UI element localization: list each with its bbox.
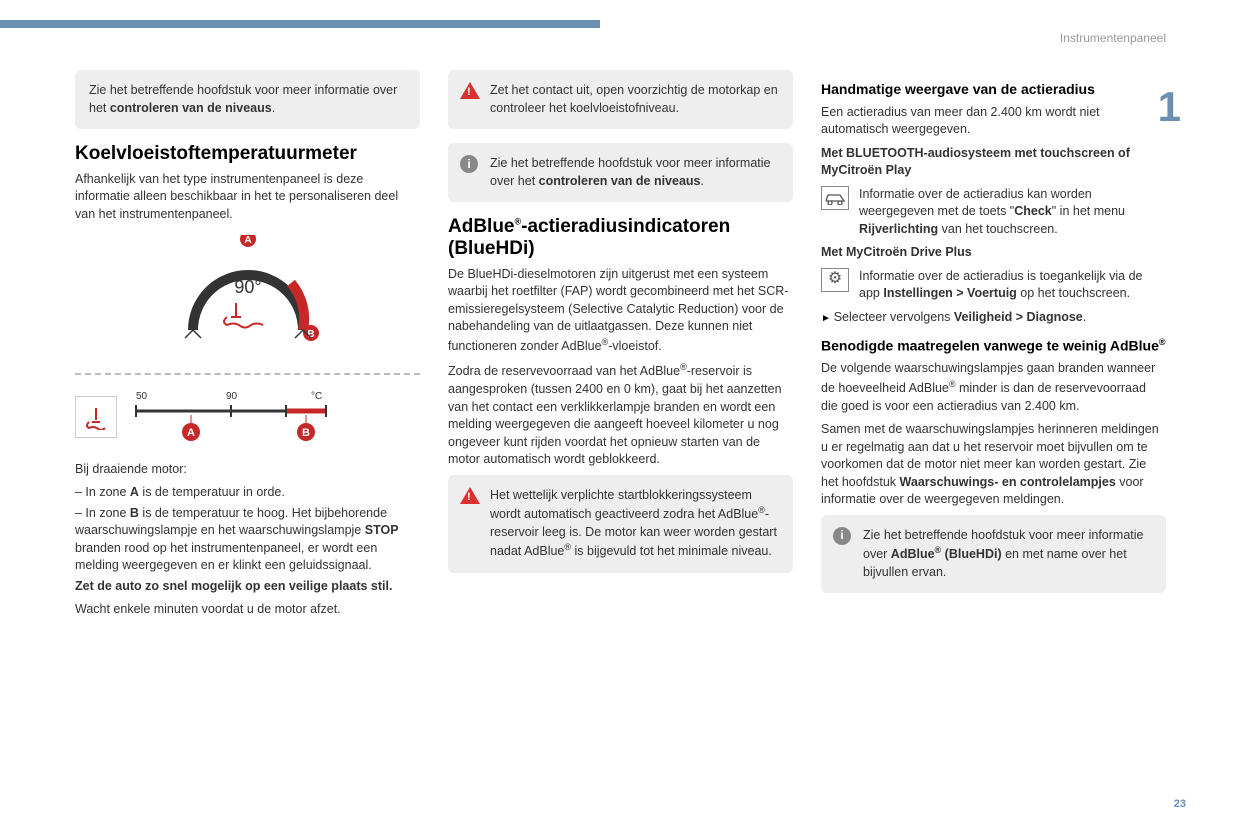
svg-text:B: B bbox=[302, 427, 310, 439]
wait-text: Wacht enkele minuten voordat u de motor … bbox=[75, 601, 420, 619]
warning-icon bbox=[460, 82, 480, 102]
box-text-bold: controleren van de niveaus bbox=[110, 101, 272, 115]
svg-text:90: 90 bbox=[226, 391, 238, 402]
manual-range-title: Handmatige weergave van de actieradius bbox=[821, 80, 1166, 100]
adblue-title: AdBlue®-actieradiusindicatoren (BlueHDi) bbox=[448, 216, 793, 260]
svg-text:50: 50 bbox=[136, 391, 148, 402]
bluetooth-heading: Met BLUETOOTH-audiosysteem met touchscre… bbox=[821, 145, 1166, 180]
info-box-levels2: i Zie het betreffende hoofdstuk voor mee… bbox=[448, 143, 793, 202]
measures-p2: Samen met de waarschuwingslampjes herinn… bbox=[821, 421, 1166, 509]
gauge-center-text: 90° bbox=[234, 277, 261, 297]
column-3: Handmatige weergave van de actieradius E… bbox=[821, 70, 1166, 625]
gear-icon-line: ⚙ Informatie over de actieradius is toeg… bbox=[821, 268, 1166, 303]
warn-box-text: Zet het contact uit, open voorzichtig de… bbox=[490, 83, 778, 115]
header-section-label: Instrumentenpaneel bbox=[1060, 30, 1166, 47]
info-icon: i bbox=[460, 155, 480, 175]
column-1: Zie het betreffende hoofdstuk voor meer … bbox=[75, 70, 420, 625]
manual-range-p: Een actieradius van meer dan 2.400 km wo… bbox=[821, 104, 1166, 139]
circular-gauge: 90° A B bbox=[75, 235, 420, 360]
dashed-separator bbox=[75, 373, 420, 375]
column-2: Zet het contact uit, open voorzichtig de… bbox=[448, 70, 793, 625]
page-number: 23 bbox=[1174, 797, 1186, 812]
car-icon bbox=[821, 186, 849, 210]
box-text-after: . bbox=[272, 101, 275, 115]
info-icon: i bbox=[833, 527, 853, 547]
gear-icon: ⚙ bbox=[821, 268, 849, 292]
zone-a-line: – In zone A is de temperatuur in orde. bbox=[75, 484, 420, 502]
coolant-title: Koelvloeistoftemperatuur­meter bbox=[75, 143, 420, 165]
info-box-levels: Zie het betreffende hoofdstuk voor meer … bbox=[75, 70, 420, 129]
driveplus-heading: Met MyCitroën Drive Plus bbox=[821, 244, 1166, 262]
stop-bold: Zet de auto zo snel mogelijk op een veil… bbox=[75, 578, 420, 596]
svg-text:A: A bbox=[244, 235, 251, 246]
coolant-intro: Afhankelijk van het type instrumentenpan… bbox=[75, 171, 420, 224]
temp-icon-box bbox=[75, 396, 117, 438]
warn-box-contact: Zet het contact uit, open voorzichtig de… bbox=[448, 70, 793, 129]
svg-text:°C: °C bbox=[311, 391, 322, 402]
car-icon-line: Informatie over de actieradius kan worde… bbox=[821, 186, 1166, 239]
info-box-adblue: i Zie het betreffende hoofdstuk voor mee… bbox=[821, 515, 1166, 594]
svg-text:A: A bbox=[187, 427, 195, 439]
measures-title: Benodigde maatregelen vanwege te weinig … bbox=[821, 336, 1166, 356]
zone-b-line: – In zone B is de temperatuur te hoog. H… bbox=[75, 505, 420, 575]
linear-gauge: 50 90 °C A B bbox=[75, 387, 420, 447]
adblue-p1: De BlueHDi-dieselmotoren zijn uitgerust … bbox=[448, 266, 793, 356]
warning-icon bbox=[460, 487, 480, 507]
running-label: Bij draaiende motor: bbox=[75, 461, 420, 479]
measures-p1: De volgende waarschuwingslampjes gaan br… bbox=[821, 360, 1166, 415]
adblue-p2: Zodra de reservevoorraad van het AdBlue®… bbox=[448, 361, 793, 468]
content-columns: Zie het betreffende hoofdstuk voor meer … bbox=[75, 70, 1166, 625]
top-accent-bar bbox=[0, 20, 600, 28]
select-bullet: Selecteer vervolgens Veiligheid > Diagno… bbox=[821, 309, 1166, 327]
warn-box-startblock: Het wettelijk verplichte startblokkering… bbox=[448, 475, 793, 573]
